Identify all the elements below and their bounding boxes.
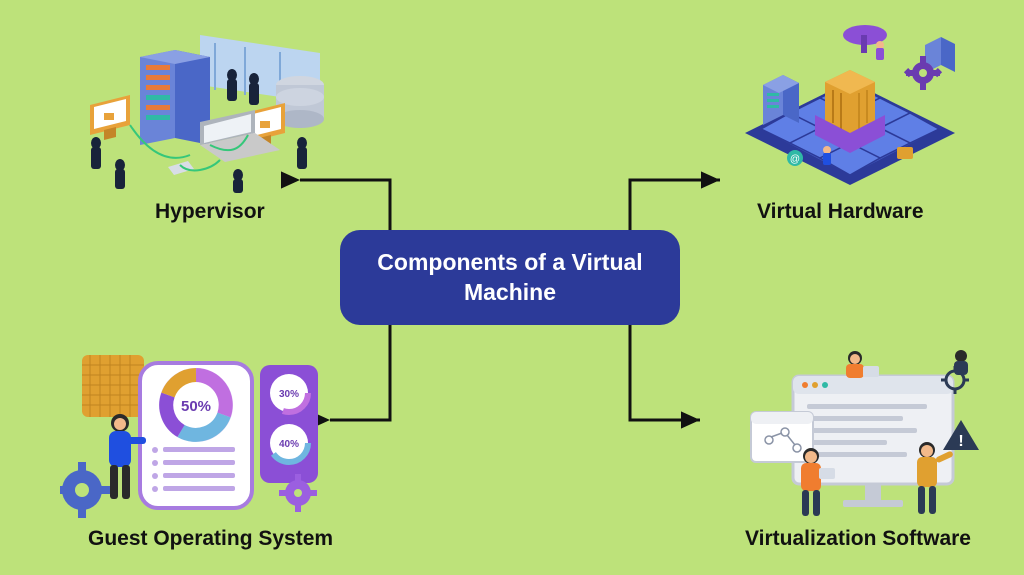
arrow-tl — [300, 180, 390, 230]
arrow-tr — [630, 180, 720, 230]
arrow-bl — [330, 325, 390, 420]
arrow-br — [630, 325, 700, 420]
arrows — [0, 0, 1024, 575]
